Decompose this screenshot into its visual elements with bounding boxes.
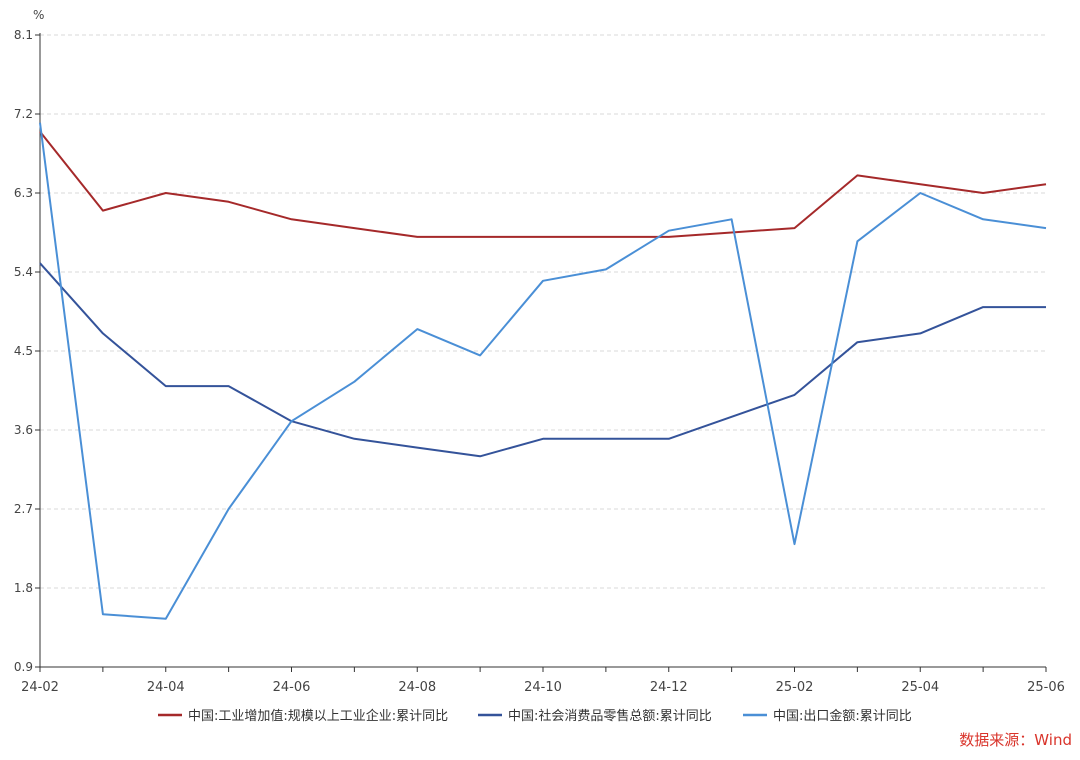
- y-tick-label: 0.9: [14, 660, 33, 674]
- y-tick-label: 1.8: [14, 581, 33, 595]
- series-lines: [39, 122, 1047, 620]
- series-line-1: [39, 130, 1047, 238]
- legend-label-2: 中国:社会消费品零售总额:累计同比: [508, 708, 712, 724]
- x-tick-label: 25-02: [776, 680, 814, 695]
- x-tick-label: 25-06: [1027, 680, 1065, 695]
- legend-label-3: 中国:出口金额:累计同比: [773, 708, 912, 724]
- x-tick-label: 24-08: [398, 680, 436, 695]
- x-tick-label: 24-04: [147, 680, 185, 695]
- series-line-3: [39, 122, 1047, 620]
- x-tick-label: 24-10: [524, 680, 562, 695]
- y-tick-label: 4.5: [14, 344, 33, 358]
- y-tick-label: 6.3: [14, 186, 33, 200]
- grid-lines: [40, 34, 1046, 589]
- y-tick-label: 2.7: [14, 502, 33, 516]
- y-tick-label: 7.2: [14, 107, 33, 121]
- y-axis-unit: %: [33, 8, 44, 22]
- legend-label-1: 中国:工业增加值:规模以上工业企业:累计同比: [188, 708, 448, 724]
- x-tick-label: 24-06: [273, 680, 311, 695]
- x-tick-label: 25-04: [901, 680, 939, 695]
- series-line-2: [39, 262, 1046, 458]
- x-tick-label: 24-02: [21, 680, 59, 695]
- y-tick-label: 8.1: [14, 28, 33, 42]
- legend: 中国:工业增加值:规模以上工业企业:累计同比 中国:社会消费品零售总额:累计同比 中…: [158, 708, 912, 724]
- axes: 0.9 1.8 2.7 3.6 4.5 5.4 6.3 7.2 8.1% 24-02 24-04 24…: [14, 8, 1065, 695]
- y-tick-label: 5.4: [14, 265, 33, 279]
- x-tick-label: 24-12: [650, 680, 688, 695]
- source-note: 数据来源：Wind: [959, 731, 1072, 749]
- y-tick-label: 3.6: [14, 423, 33, 437]
